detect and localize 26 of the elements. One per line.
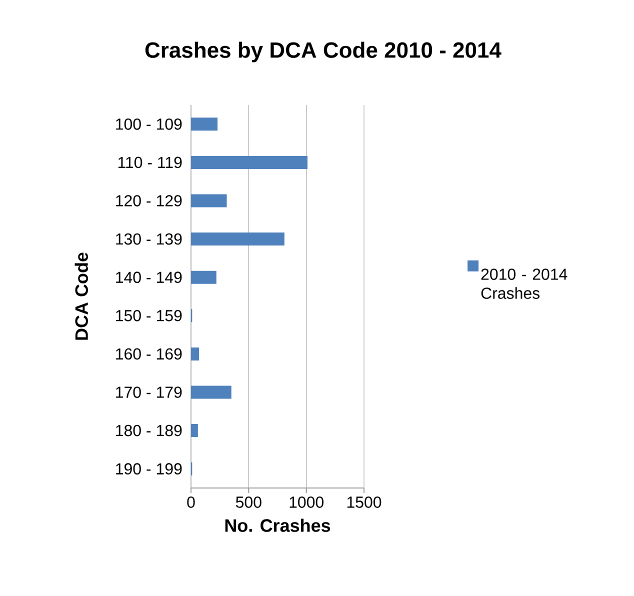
bar [191, 386, 232, 399]
legend-label: 2010 - 2014 Crashes [481, 268, 568, 299]
bar [191, 118, 218, 131]
y-tick-label: 110 - 119 [118, 156, 182, 168]
bar [191, 270, 216, 284]
y-tick-label: 120 - 129 [116, 195, 182, 206]
y-tick-label: 180 - 189 [116, 424, 182, 436]
y-tick-label: 160 - 169 [116, 348, 182, 360]
y-tick-label: 170 - 179 [116, 386, 182, 398]
x-tick-label: 1000 [290, 496, 324, 508]
y-axis-title: DCA Code [74, 252, 88, 340]
bar [191, 194, 227, 208]
bar [191, 424, 198, 438]
bar [191, 156, 308, 169]
y-tick-label: 140 - 149 [116, 272, 182, 284]
x-axis-title: No. Crashes [225, 518, 330, 532]
x-tick-label: 500 [236, 496, 262, 508]
y-tick-label: 100 - 109 [116, 118, 182, 130]
x-tick-label: 1500 [347, 496, 382, 508]
bar [191, 347, 200, 360]
chart-title: Crashes by DCA Code 2010 - 2014 [145, 42, 502, 62]
x-tick-label: 0 [187, 496, 195, 508]
y-tick-label: 190 - 199 [116, 463, 182, 475]
y-tick-label: 130 - 139 [116, 233, 182, 245]
bar [191, 232, 284, 246]
y-tick-label: 150 - 159 [116, 310, 182, 322]
